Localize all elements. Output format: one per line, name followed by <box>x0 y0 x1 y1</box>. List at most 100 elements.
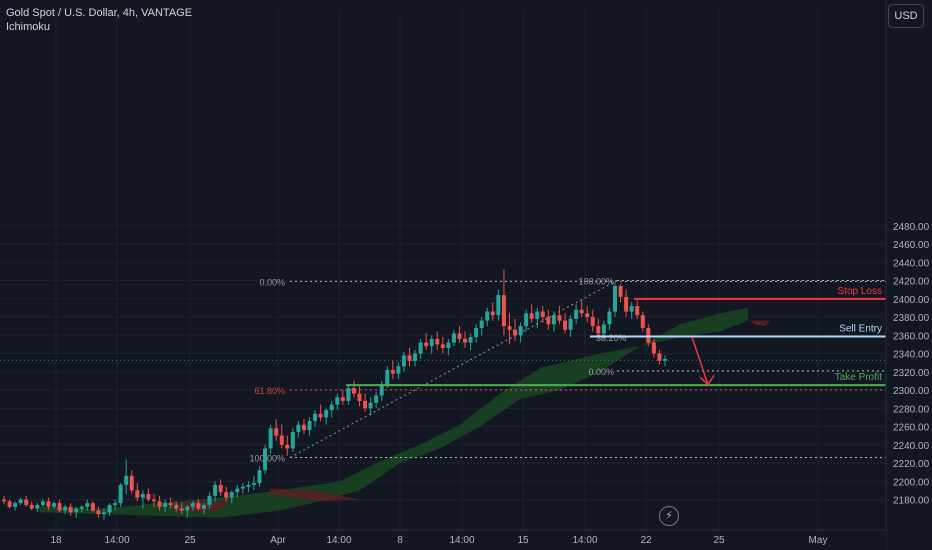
candle <box>235 484 240 498</box>
price-tick-label: 2400.00 <box>893 295 930 306</box>
time-tick-label: 14:00 <box>572 535 597 546</box>
candle-body <box>435 338 440 345</box>
fib-level-label: 0.00% <box>588 367 614 377</box>
candle-body <box>79 506 84 509</box>
indicator-label: Ichimoku <box>6 21 51 33</box>
time-tick-label: 25 <box>184 535 196 546</box>
price-tick-label: 2240.00 <box>893 441 930 452</box>
candle <box>129 470 134 495</box>
candle <box>407 348 412 367</box>
candle-body <box>229 492 234 498</box>
candle-body <box>413 353 418 361</box>
chart-grid <box>0 10 886 530</box>
candle <box>285 435 290 456</box>
candle-body <box>279 435 284 445</box>
candle <box>507 313 512 345</box>
candle-body <box>501 295 506 327</box>
candle <box>174 501 179 513</box>
candle <box>318 404 323 422</box>
candle-body <box>540 311 545 317</box>
candle-body <box>468 337 473 343</box>
candle-body <box>479 320 484 328</box>
candle-body <box>101 512 106 515</box>
candle-body <box>390 369 395 374</box>
candle <box>307 417 312 436</box>
candle-body <box>51 503 56 507</box>
candle <box>46 497 51 511</box>
candle-body <box>524 313 529 327</box>
candle-body <box>24 499 29 505</box>
candle-body <box>374 395 379 403</box>
candle <box>518 322 523 343</box>
candle-body <box>46 501 51 507</box>
symbol-title: Gold Spot / U.S. Dollar, 4h, VANTAGE <box>6 7 193 19</box>
candle-body <box>2 499 6 502</box>
candle <box>251 475 256 491</box>
candle <box>213 481 218 502</box>
candle <box>435 331 440 350</box>
price-tick-label: 2340.00 <box>893 350 930 361</box>
candle <box>557 306 562 325</box>
candle-body <box>640 315 645 328</box>
candle-body <box>118 484 123 504</box>
time-tick-label: Apr <box>270 535 286 546</box>
candle <box>479 317 484 336</box>
candle-body <box>385 369 390 385</box>
candle-body <box>490 311 495 316</box>
price-tick-label: 2440.00 <box>893 258 930 269</box>
candle-body <box>574 309 579 319</box>
candle <box>201 503 206 515</box>
candle-body <box>396 366 401 374</box>
candle <box>529 304 534 323</box>
currency-button[interactable]: USD <box>888 4 924 28</box>
candle-body <box>190 503 195 507</box>
price-tick-label: 2200.00 <box>893 477 930 488</box>
candle <box>24 495 29 507</box>
candle-body <box>290 431 295 449</box>
candle <box>268 424 273 454</box>
candle-body <box>90 503 95 511</box>
candle-body <box>68 506 73 513</box>
candle <box>290 428 295 453</box>
candle <box>474 324 479 343</box>
candle <box>485 307 490 327</box>
candle <box>624 289 629 317</box>
fib-level-label: 100.00% <box>249 454 285 464</box>
lightning-icon[interactable]: ⚡ <box>659 506 679 526</box>
candle <box>101 508 106 520</box>
candle-body <box>513 329 518 336</box>
candle-body <box>168 503 173 505</box>
candle <box>63 504 68 515</box>
candle-body <box>563 320 568 330</box>
candle <box>79 504 84 513</box>
fib-trend-line <box>289 280 618 458</box>
candle <box>579 300 584 317</box>
candle <box>446 338 451 356</box>
candle-body <box>151 499 156 502</box>
candle-body <box>185 506 190 511</box>
candle <box>657 349 662 365</box>
candle <box>413 349 418 367</box>
candle <box>368 397 373 416</box>
candle <box>157 495 162 511</box>
candle <box>490 302 495 321</box>
candle <box>390 360 395 380</box>
price-tick-label: 2460.00 <box>893 240 930 251</box>
candle <box>229 490 234 504</box>
sell-entry-label: Sell Entry <box>839 323 882 334</box>
candle-body <box>196 503 201 509</box>
candle <box>501 269 506 336</box>
candle <box>513 318 518 341</box>
candle <box>113 499 118 511</box>
price-tick-label: 2480.00 <box>893 222 930 233</box>
candle-body <box>268 428 273 449</box>
candle-body <box>240 486 245 489</box>
candle <box>651 338 656 358</box>
candle <box>646 324 651 347</box>
candle-body <box>446 342 451 349</box>
candle-body <box>596 326 601 334</box>
price-tick-label: 2260.00 <box>893 423 930 434</box>
candle <box>551 311 556 332</box>
candle-body <box>329 404 334 411</box>
